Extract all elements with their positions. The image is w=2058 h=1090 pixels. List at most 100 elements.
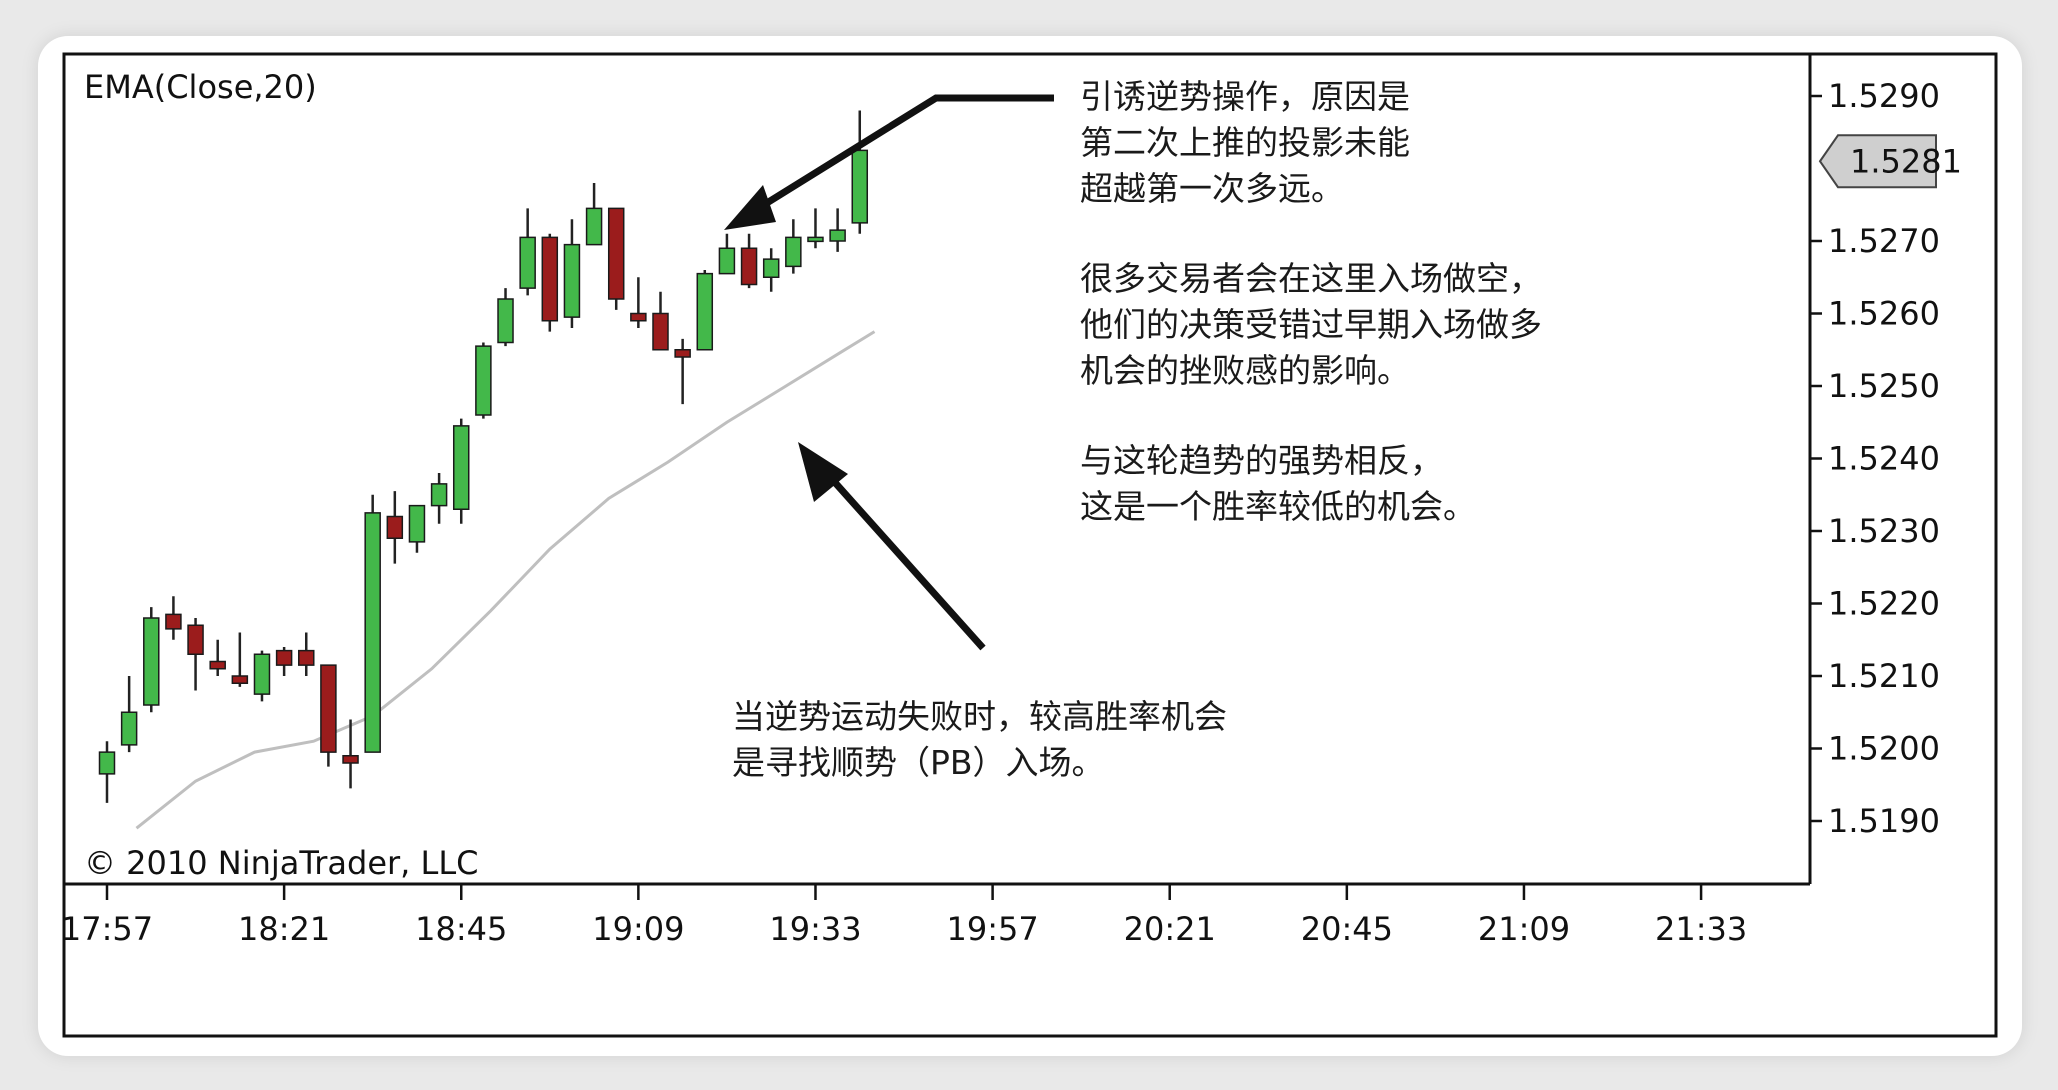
candle — [541, 233, 559, 332]
candle — [452, 418, 470, 524]
candlestick-chart: 1.5290 1.5270 1.5260 1.5250 1.5240 1.5230 1.52… — [61, 52, 1998, 1038]
chart-frame — [62, 52, 1998, 1038]
candle — [143, 607, 160, 713]
y-tick-label: 1.5290 — [1828, 77, 1940, 115]
x-tick-label: 21:33 — [1655, 910, 1747, 948]
x-axis: 17:57 18:21 18:45 19:09 19:33 19:57 20:21 20:45… — [61, 884, 1747, 948]
candle — [829, 208, 846, 252]
y-tick-label: 1.5240 — [1828, 440, 1940, 478]
candle-body-down — [740, 247, 758, 286]
candle-body-up — [253, 653, 271, 695]
y-tick-label: 1.5260 — [1828, 295, 1940, 333]
y-tick-label: 1.5270 — [1828, 222, 1940, 260]
candle — [607, 207, 625, 310]
candle-body-down — [652, 312, 669, 351]
candle-body-down — [275, 649, 293, 666]
candles-layer — [98, 110, 869, 803]
annotation-lower-line-1: 与这轮趋势的强势相反， — [1080, 441, 1443, 480]
candle-body-up — [807, 236, 824, 243]
candle-body-up — [851, 149, 869, 224]
candle-body-down — [320, 664, 337, 753]
candle — [519, 208, 536, 296]
price-tag: 1.5281 — [1818, 134, 1962, 189]
candle — [630, 277, 647, 328]
annotation-lower: 与这轮趋势的强势相反， 这是一个胜率较低的机会。 — [1080, 441, 1476, 526]
candle-body-down — [298, 649, 315, 666]
candle — [497, 288, 514, 347]
candle-body-down — [342, 755, 359, 764]
candle — [298, 632, 315, 676]
candle — [364, 494, 381, 753]
candle-body-up — [762, 258, 780, 278]
candle — [807, 208, 824, 249]
ema-line — [135, 330, 876, 830]
candle — [165, 596, 182, 640]
candle-body-down — [541, 236, 559, 322]
candle-body-up — [408, 504, 426, 543]
x-tick-label: 20:21 — [1124, 910, 1216, 948]
candle — [120, 676, 138, 753]
candle — [342, 719, 359, 789]
indicator-label: EMA(Close,20) — [84, 68, 317, 106]
y-axis: 1.5290 1.5270 1.5260 1.5250 1.5240 1.5230 1.52… — [1810, 77, 1940, 840]
annotation-top-line-1: 引诱逆势操作，原因是 — [1080, 77, 1410, 116]
candle — [430, 473, 448, 524]
candle — [696, 270, 714, 351]
arrow-top — [724, 94, 1054, 230]
annotation-middle-line-3: 机会的挫败感的影响。 — [1080, 351, 1410, 390]
annotation-middle-line-2: 他们的决策受错过早期入场做多 — [1080, 305, 1542, 344]
ema-layer — [135, 330, 876, 830]
candle-body-down — [231, 675, 249, 684]
candle — [851, 110, 869, 234]
candle-body-up — [98, 751, 116, 775]
y-tick-label: 1.5200 — [1828, 730, 1940, 768]
candle — [386, 491, 404, 564]
candle — [762, 248, 780, 292]
candle-body-down — [209, 660, 226, 670]
annotation-middle-line-1: 很多交易者会在这里入场做空， — [1080, 259, 1542, 298]
candle-body-down — [386, 515, 404, 539]
annotation-top-line-2: 第二次上推的投影未能 — [1080, 123, 1410, 162]
candle — [718, 233, 736, 275]
candle — [320, 664, 337, 767]
x-tick-label: 19:33 — [769, 910, 861, 948]
candle — [253, 650, 271, 702]
annotation-bottom-line-1: 当逆势运动失败时，较高胜率机会 — [732, 697, 1227, 736]
candle-body-up — [563, 243, 581, 318]
y-tick-label: 1.5230 — [1828, 512, 1940, 550]
x-tick-label: 18:21 — [238, 910, 330, 948]
x-tick-label: 17:57 — [61, 910, 153, 948]
y-tick-label: 1.5210 — [1828, 657, 1940, 695]
candle-body-up — [475, 345, 492, 416]
x-tick-label: 20:45 — [1301, 910, 1393, 948]
candle-body-down — [630, 312, 647, 322]
copyright-label: © 2010 NinjaTrader, LLC — [84, 844, 479, 882]
candle-body-up — [452, 425, 470, 510]
annotation-top-line-3: 超越第一次多远。 — [1080, 169, 1344, 208]
candle — [187, 618, 204, 691]
x-tick-label: 21:09 — [1478, 910, 1570, 948]
y-tick-label: 1.5190 — [1828, 802, 1940, 840]
candle-body-up — [497, 298, 514, 344]
candle-body-down — [674, 349, 691, 358]
candle — [563, 219, 581, 328]
candle-body-down — [607, 207, 625, 300]
candle-body-up — [585, 207, 603, 246]
candle — [275, 647, 293, 676]
candle — [674, 338, 691, 405]
candle-body-up — [829, 229, 846, 242]
candle-body-up — [430, 483, 448, 507]
candle — [475, 342, 492, 419]
chart-card: 1.5290 1.5270 1.5260 1.5250 1.5240 1.5230 1.52… — [38, 36, 2022, 1056]
candle-body-down — [165, 613, 182, 630]
candle-body-up — [519, 236, 536, 289]
candle — [652, 291, 669, 351]
candle — [209, 639, 226, 676]
price-tag-shape — [1818, 134, 1937, 189]
arrow-bottom — [798, 442, 986, 651]
candle — [98, 741, 116, 803]
y-tick-label: 1.5220 — [1828, 585, 1940, 623]
price-tag-label: 1.5281 — [1850, 142, 1962, 180]
annotation-bottom-line-2: 是寻找顺势（PB）入场。 — [732, 743, 1105, 782]
candle-body-up — [120, 711, 138, 746]
